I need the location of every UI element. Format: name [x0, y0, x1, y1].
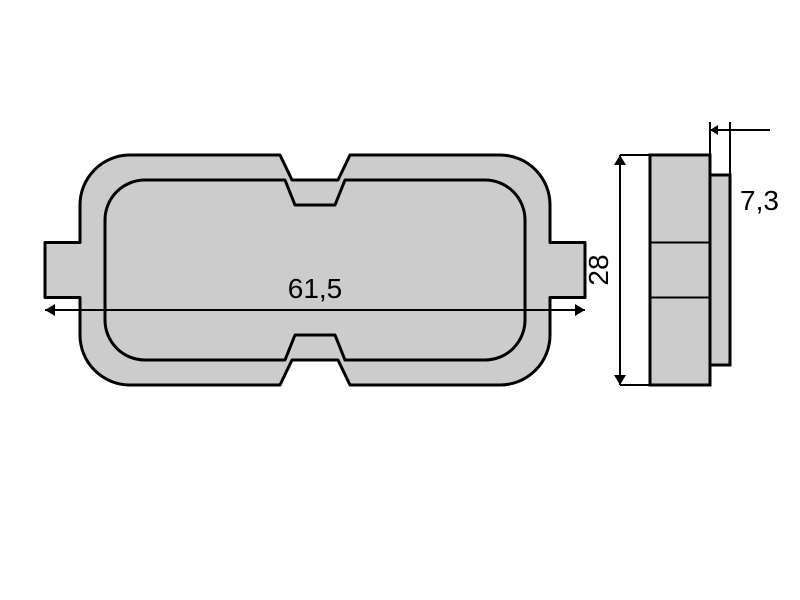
- dim-arrow: [45, 304, 55, 316]
- dimension-thickness-label: 7,3: [740, 185, 779, 216]
- side-plate: [650, 155, 710, 385]
- side-flange: [710, 175, 730, 365]
- dim-arrow: [614, 155, 626, 165]
- dim-arrow: [710, 125, 718, 135]
- dimension-height-label: 28: [583, 254, 614, 285]
- brake-pad-outline: [45, 155, 585, 385]
- dim-arrow: [614, 375, 626, 385]
- dimension-width-label: 61,5: [288, 273, 343, 304]
- dim-arrow: [575, 304, 585, 316]
